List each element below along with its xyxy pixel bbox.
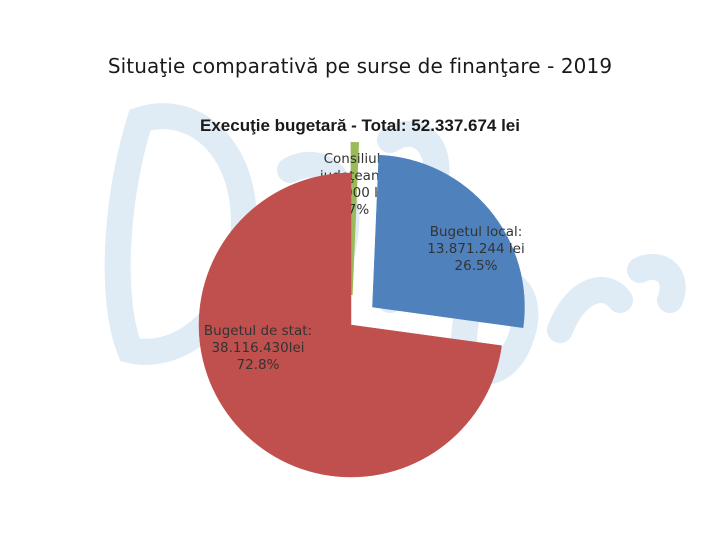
data-label-bugetul-local: Bugetul local: 13.871.244 lei 26.5% [427, 224, 524, 274]
slide-title: Situaţie comparativă pe surse de finanţa… [107, 54, 613, 78]
data-label-bugetul-de-stat: Bugetul de stat: 38.116.430lei 72.8% [204, 323, 312, 373]
pie-slice-consiliul-judetean [350, 142, 360, 296]
pie-slice-bugetul-de-stat [198, 172, 502, 478]
chart-title: Execuţie bugetară - Total: 52.337.674 le… [200, 116, 520, 135]
pie-slice-bugetul-local [372, 154, 525, 329]
